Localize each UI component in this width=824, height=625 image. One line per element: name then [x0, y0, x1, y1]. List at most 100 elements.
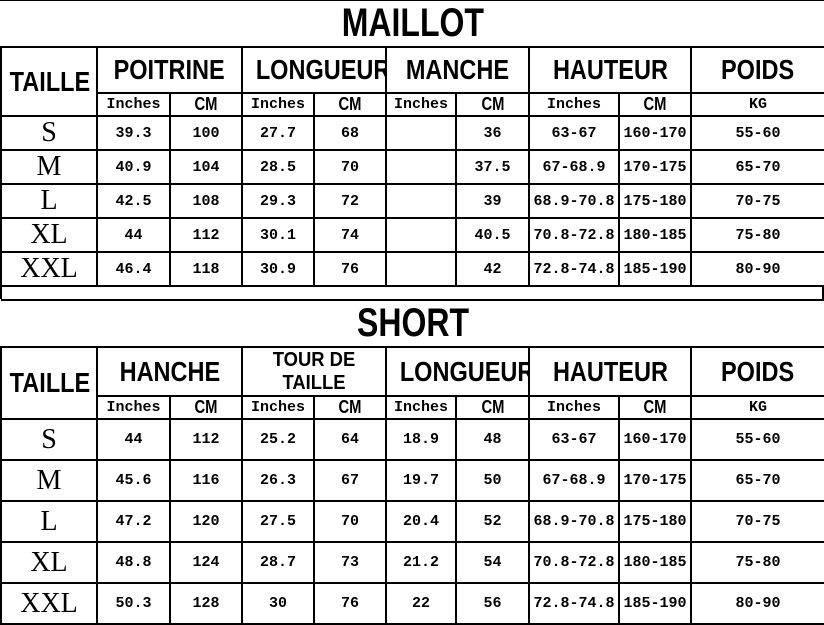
- value-cell: 20.4: [385, 500, 457, 543]
- value-cell: 25.2: [241, 418, 315, 461]
- value-cell: 30.1: [241, 217, 315, 253]
- value-cell: 75-80: [689, 217, 824, 253]
- unit-header-cm-label: CM: [194, 397, 218, 417]
- value-cell: 55-60: [690, 418, 824, 461]
- value-cell: 65-70: [689, 149, 824, 185]
- value-cell: 46.4: [96, 251, 171, 287]
- value-cell: 28.7: [241, 541, 315, 584]
- value-cell: 128: [169, 582, 243, 625]
- value-cell: 74: [313, 217, 387, 253]
- table-row: S 39.3 100 27.7 68 36 63-67 160-170 55-6…: [0, 115, 824, 151]
- value-cell: 112: [169, 418, 243, 461]
- group-header-poitrine-label: POITRINE: [113, 54, 226, 85]
- value-cell: 72: [313, 183, 387, 219]
- size-column-header-label: TAILLE: [9, 65, 91, 97]
- group-header-hauteur: HAUTEUR: [528, 346, 692, 397]
- unit-header-cm: CM: [313, 92, 387, 117]
- group-header-longueur: LONGUEUR: [241, 46, 387, 94]
- short-header-row: TAILLE HANCHE TOUR DE TAILLE LONGUEUR HA…: [0, 346, 824, 420]
- value-cell: 65-70: [690, 459, 824, 502]
- value-cell: 75-80: [690, 541, 824, 584]
- group-header-tour-de-taille-label: TOUR DE TAILLE: [272, 349, 356, 394]
- value-cell: 72.8-74.8: [528, 251, 620, 287]
- group-header-longueur-label: LONGUEUR: [399, 355, 529, 387]
- value-cell: 18.9: [385, 418, 457, 461]
- unit-header-cm: CM: [455, 395, 530, 420]
- group-header-manche: MANCHE: [385, 46, 530, 94]
- size-label: L: [0, 183, 98, 219]
- unit-header-cm-label: CM: [338, 94, 362, 114]
- size-label: S: [0, 115, 98, 151]
- value-cell: 44: [96, 418, 171, 461]
- table-row: L 42.5 108 29.3 72 39 68.9-70.8 175-180 …: [0, 183, 824, 219]
- group-header-poids-label: POIDS: [721, 355, 795, 387]
- group-header-longueur-label: LONGUEUR: [255, 54, 386, 85]
- value-cell: 70.8-72.8: [528, 217, 620, 253]
- value-cell: 64: [313, 418, 387, 461]
- size-label: M: [0, 459, 98, 502]
- unit-header-cm-label: CM: [338, 397, 362, 417]
- value-cell: 170-175: [618, 149, 692, 185]
- value-cell: 112: [169, 217, 243, 253]
- value-cell: 170-175: [618, 459, 692, 502]
- value-cell: 185-190: [618, 251, 692, 287]
- unit-header-cm: CM: [455, 92, 530, 117]
- group-header-tour-de-taille: TOUR DE TAILLE: [241, 346, 387, 397]
- value-cell: 42: [455, 251, 530, 287]
- value-cell: 27.7: [241, 115, 315, 151]
- value-cell: 67-68.9: [528, 149, 620, 185]
- maillot-title-cell: MAILLOT: [1, 1, 824, 48]
- maillot-header-row: TAILLE POITRINE LONGUEUR MANCHE HAUTEUR …: [0, 46, 824, 117]
- size-label: XXL: [0, 582, 98, 625]
- table-row: L 47.2 120 27.5 70 20.4 52 68.9-70.8 175…: [0, 500, 824, 543]
- value-cell: 100: [169, 115, 243, 151]
- value-cell: [385, 217, 457, 253]
- group-header-poids-label: POIDS: [721, 54, 795, 85]
- group-header-manche-label: MANCHE: [405, 54, 510, 85]
- value-cell: 180-185: [618, 217, 692, 253]
- size-label: XXL: [0, 251, 98, 287]
- value-cell: 70-75: [689, 183, 824, 219]
- value-cell: [385, 251, 457, 287]
- value-cell: 37.5: [455, 149, 530, 185]
- short-title-cell: SHORT: [1, 299, 824, 348]
- value-cell: 175-180: [618, 500, 692, 543]
- value-cell: 124: [169, 541, 243, 584]
- value-cell: 70-75: [690, 500, 824, 543]
- value-cell: 72.8-74.8: [528, 582, 620, 625]
- group-header-hauteur-label: HAUTEUR: [552, 355, 668, 387]
- value-cell: 50: [455, 459, 530, 502]
- value-cell: 27.5: [241, 500, 315, 543]
- unit-header-cm: CM: [169, 395, 243, 420]
- maillot-table: MAILLOT TAILLE POITRINE LONGUEUR MANCHE …: [0, 1, 824, 287]
- short-title-row: SHORT: [1, 299, 824, 348]
- value-cell: 22: [385, 582, 457, 625]
- value-cell: 185-190: [618, 582, 692, 625]
- value-cell: 29.3: [241, 183, 315, 219]
- maillot-title: MAILLOT: [341, 1, 485, 45]
- value-cell: 26.3: [241, 459, 315, 502]
- value-cell: 118: [169, 251, 243, 287]
- value-cell: 68: [313, 115, 387, 151]
- value-cell: 70: [313, 149, 387, 185]
- size-column-header-label: TAILLE: [9, 367, 91, 398]
- unit-header-cm: CM: [618, 92, 692, 117]
- group-header-poids: POIDS: [689, 46, 824, 94]
- table-row: XL 48.8 124 28.7 73 21.2 54 70.8-72.8 18…: [0, 541, 824, 584]
- value-cell: 48: [455, 418, 530, 461]
- value-cell: 39: [455, 183, 530, 219]
- unit-header-cm: CM: [618, 395, 692, 420]
- value-cell: 63-67: [528, 115, 620, 151]
- unit-header-cm-label: CM: [194, 94, 218, 114]
- group-header-hanche: HANCHE: [96, 346, 243, 397]
- unit-header-cm: CM: [169, 92, 243, 117]
- table-row: XXL 46.4 118 30.9 76 42 72.8-74.8 185-19…: [0, 251, 824, 287]
- group-header-hauteur: HAUTEUR: [528, 46, 692, 94]
- value-cell: 52: [455, 500, 530, 543]
- value-cell: [385, 149, 457, 185]
- unit-header-inches: Inches: [241, 92, 315, 117]
- size-label: L: [0, 500, 98, 543]
- unit-header-cm-label: CM: [481, 397, 504, 417]
- short-title: SHORT: [357, 301, 469, 345]
